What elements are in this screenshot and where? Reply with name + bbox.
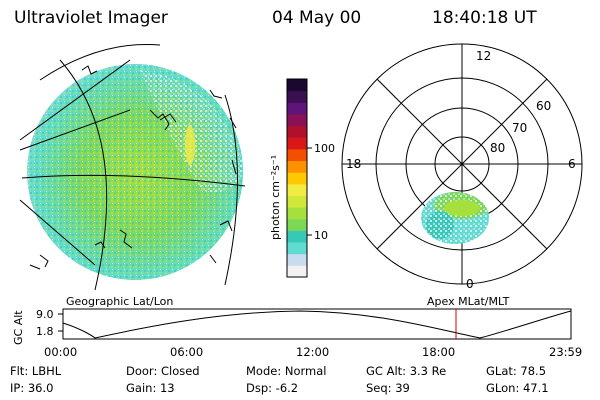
earth-disk-image	[19, 43, 246, 291]
filter-readout: Flt: LBHL	[10, 364, 62, 378]
instrument-title: Ultraviolet Imager	[14, 8, 168, 28]
geographic-label: Geographic Lat/Lon	[66, 295, 173, 308]
mlat-label-70: 70	[512, 121, 527, 135]
colorbar-segment	[287, 172, 307, 185]
alt-ytick-low: 1.8	[36, 325, 54, 338]
mlt-label-12: 12	[476, 49, 491, 63]
auroral-oval-image	[421, 192, 489, 244]
ip-readout: IP: 36.0	[10, 381, 54, 395]
mlat-label-60: 60	[536, 99, 551, 113]
time-tick-2359: 23:59	[549, 345, 583, 359]
colorbar-segment	[287, 183, 307, 196]
colorbar-segment	[287, 113, 307, 127]
mlt-label-6: 6	[568, 157, 576, 171]
gain-readout: Gain: 13	[126, 381, 175, 395]
mode-readout: Mode: Normal	[246, 364, 327, 378]
polar-plot	[341, 43, 583, 285]
colorbar-segment	[287, 79, 307, 92]
time-tick-1800: 18:00	[422, 345, 456, 359]
colorbar-segment	[287, 242, 307, 255]
colorbar-segment	[287, 218, 307, 231]
date-label: 04 May 00	[272, 8, 362, 28]
colorbar-label-10: 10	[314, 229, 328, 242]
colorbar-frame	[286, 78, 308, 278]
time-tick-0000: 00:00	[44, 345, 78, 359]
alt-ylabel: GC Alt	[12, 310, 25, 345]
colorbar-segment	[287, 148, 307, 162]
colorbar-label-100: 100	[314, 142, 335, 155]
altitude-curve	[62, 310, 572, 339]
mlat-label-80: 80	[490, 141, 505, 155]
colorbar-segment	[287, 125, 307, 138]
colorbar-segment	[287, 102, 307, 115]
glat-readout: GLat: 78.5	[486, 364, 547, 378]
colorbar-segment	[287, 90, 307, 103]
dsp-readout: Dsp: -6.2	[246, 381, 299, 395]
apex-label: Apex MLat/MLT	[427, 295, 510, 308]
colorbar-segment	[287, 253, 307, 266]
colorbar-segment	[287, 230, 307, 243]
colorbar-segment	[287, 160, 307, 173]
seq-readout: Seq: 39	[366, 381, 410, 395]
alt-ytick-high: 9.0	[36, 308, 54, 321]
colorbar-segment	[287, 265, 307, 278]
altitude-plot-frame	[62, 308, 572, 340]
colorbar-segment	[287, 137, 307, 150]
intensity-colorbar	[286, 78, 308, 278]
door-readout: Door: Closed	[126, 364, 200, 378]
time-label: 18:40:18 UT	[432, 8, 537, 28]
mlt-label-0: 0	[466, 277, 474, 291]
gc-alt-readout: GC Alt: 3.3 Re	[366, 364, 447, 378]
mlt-label-18: 18	[346, 157, 361, 171]
colorbar-segment	[287, 207, 307, 220]
glon-readout: GLon: 47.1	[486, 381, 549, 395]
time-tick-0600: 06:00	[170, 345, 204, 359]
time-tick-1200: 12:00	[296, 345, 330, 359]
altitude-plot	[58, 308, 572, 340]
colorbar-segment	[287, 195, 307, 208]
colorbar-unit-label: photon cm⁻²s⁻¹	[269, 155, 282, 240]
